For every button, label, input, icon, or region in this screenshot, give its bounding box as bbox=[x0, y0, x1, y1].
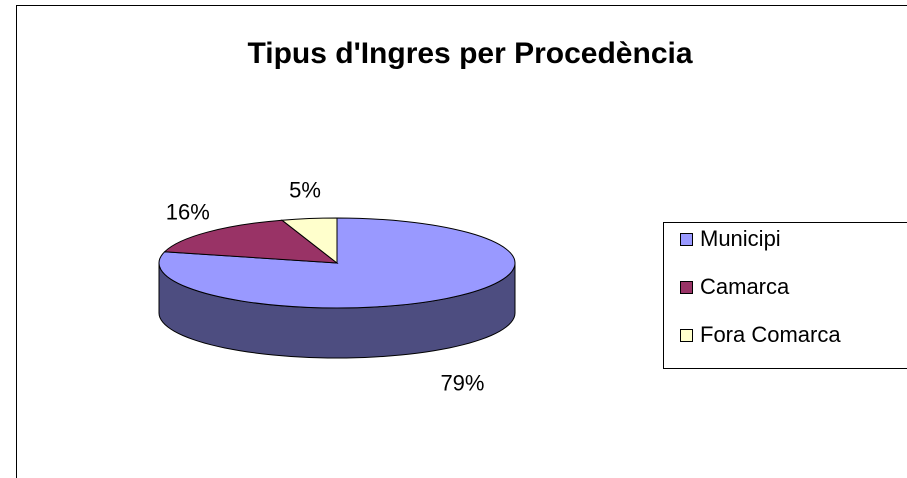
data-label: 16% bbox=[166, 200, 210, 225]
legend-label: Camarca bbox=[700, 274, 790, 299]
pie-slice bbox=[158, 217, 516, 309]
legend-swatch bbox=[680, 329, 693, 342]
pie-slice bbox=[280, 217, 338, 265]
data-label: 79% bbox=[440, 371, 484, 396]
legend-swatch bbox=[680, 233, 693, 246]
legend-label: Municipi bbox=[700, 226, 781, 251]
chart-title: Tipus d'Ingres per Procedència bbox=[247, 37, 692, 70]
legend-box bbox=[663, 222, 907, 369]
legend-swatch bbox=[680, 281, 693, 294]
data-label: 5% bbox=[289, 178, 321, 203]
legend-label: Fora Comarca bbox=[700, 322, 841, 347]
pie-slice bbox=[163, 219, 339, 264]
